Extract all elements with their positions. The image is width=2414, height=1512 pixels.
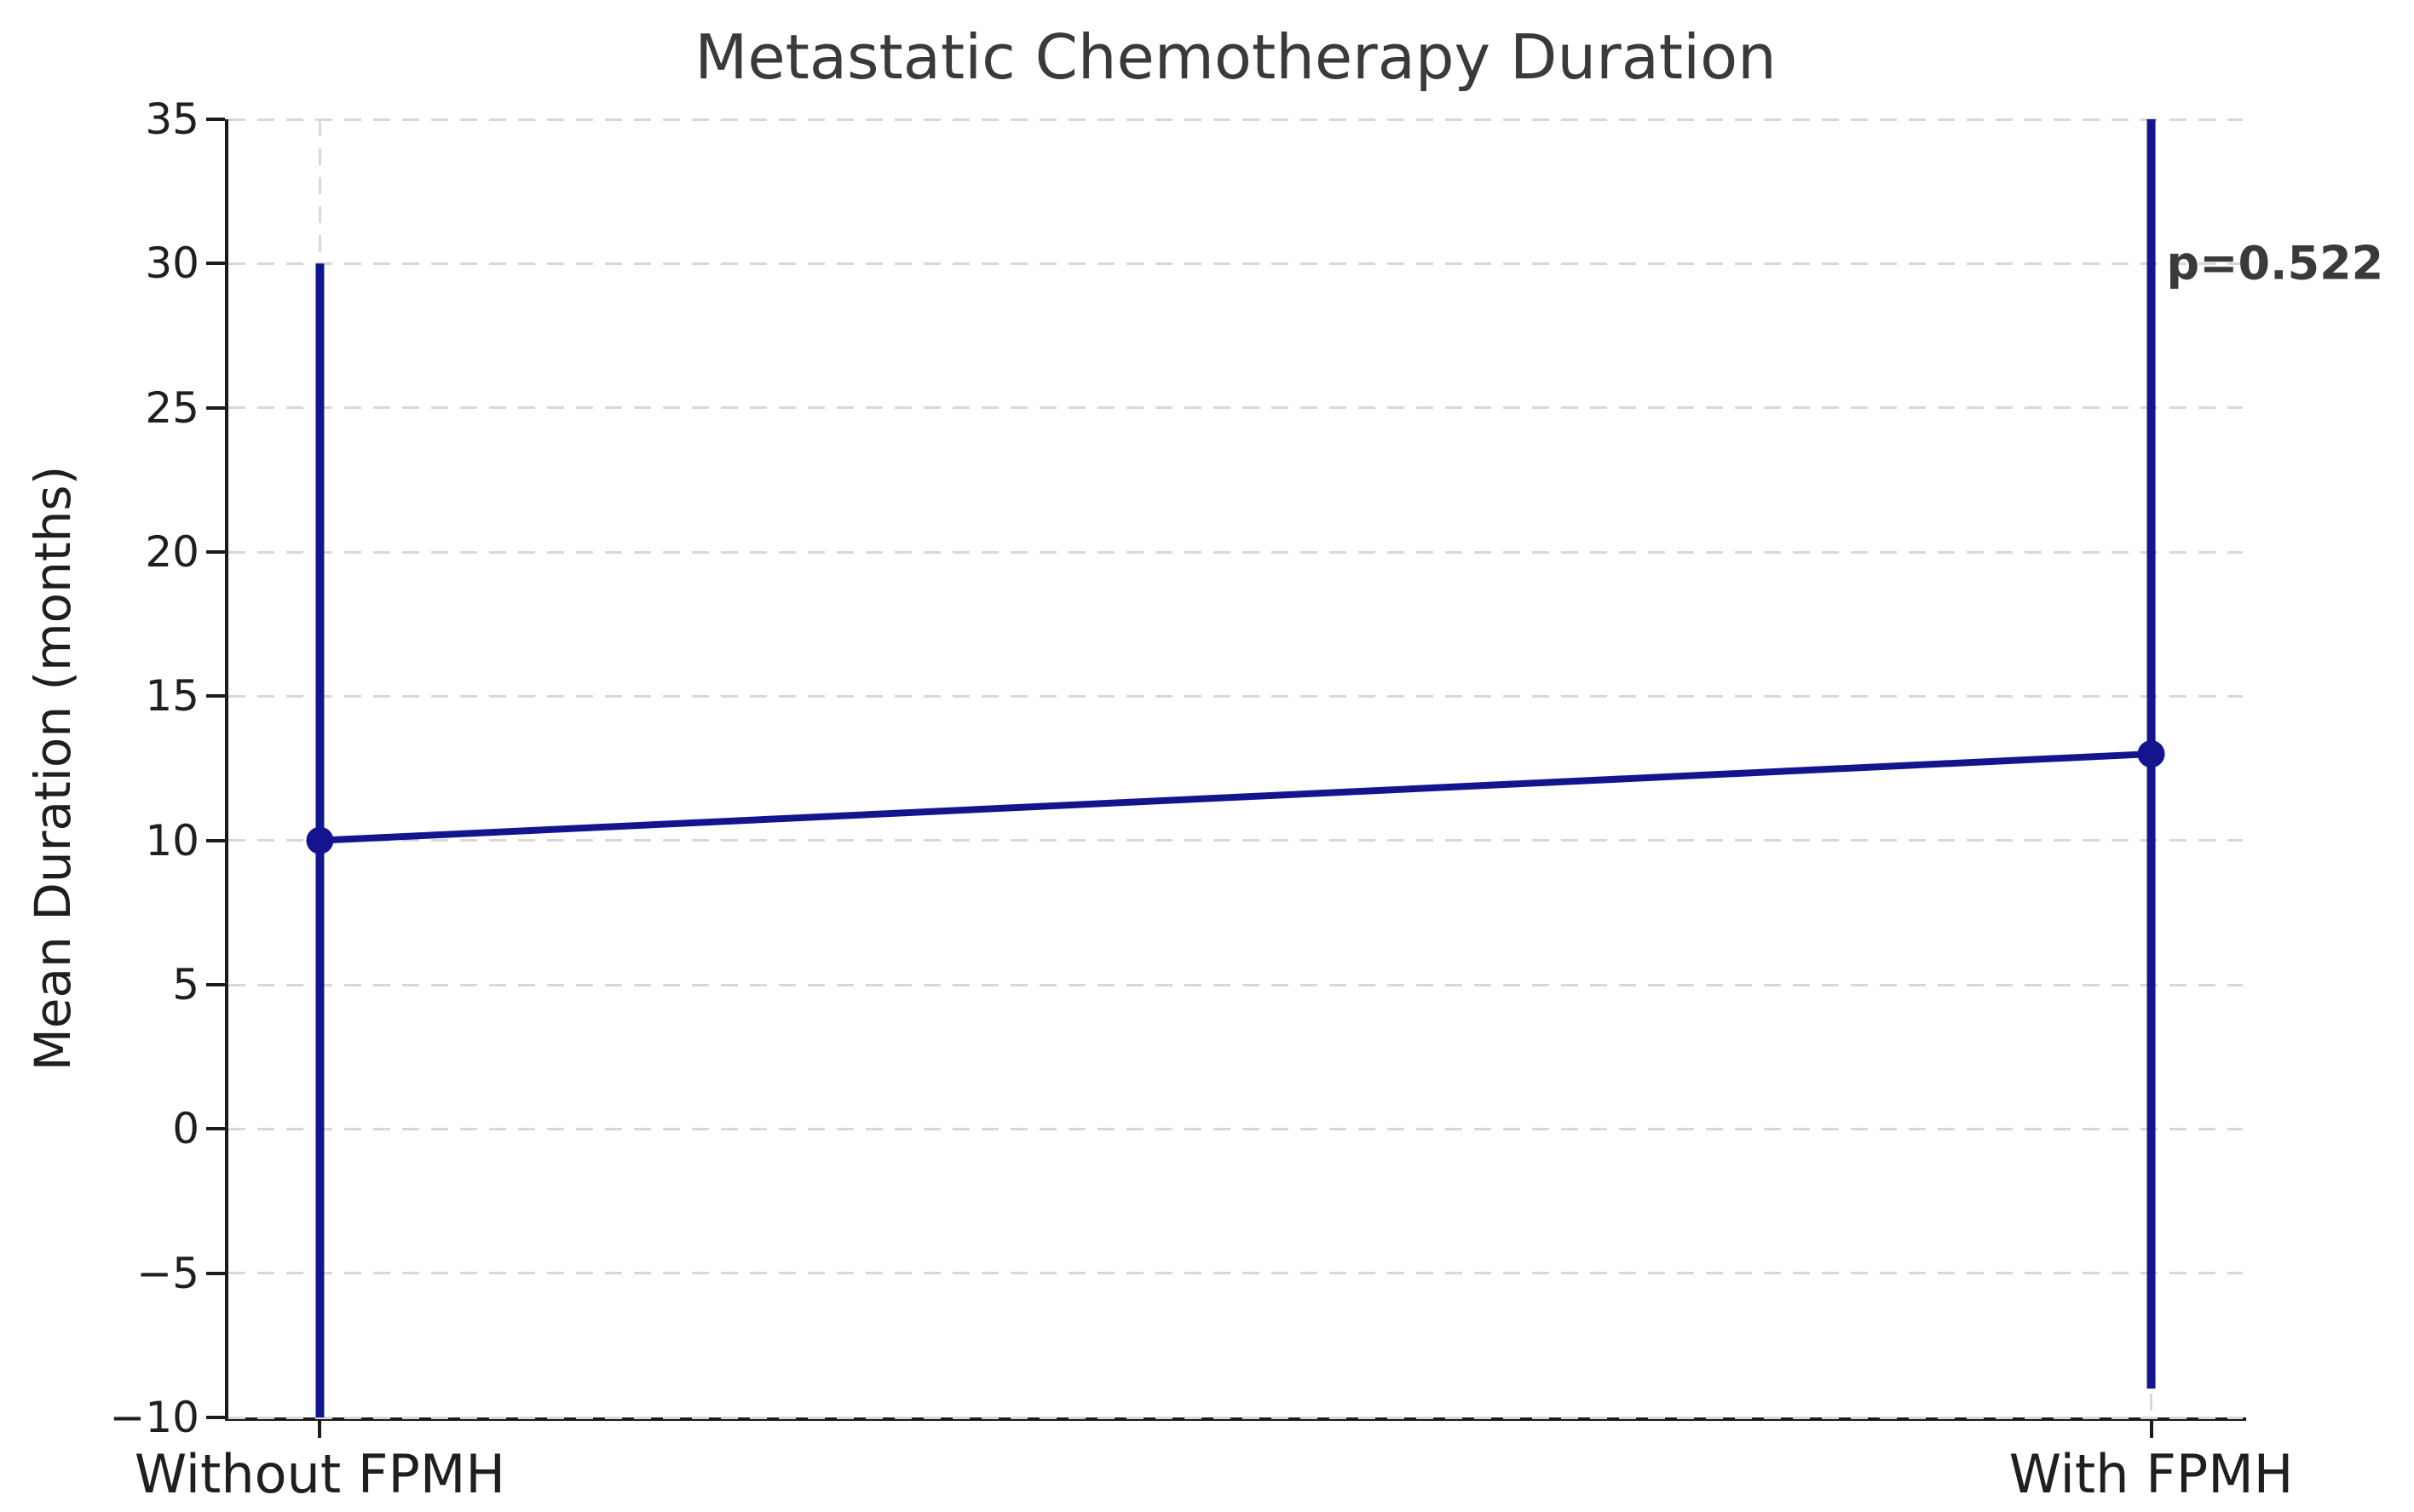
y-tick <box>206 838 225 842</box>
x-tick <box>2149 1421 2153 1438</box>
y-tick <box>206 694 225 699</box>
y-tick-label: 5 <box>172 960 199 1009</box>
y-gridline <box>228 406 2243 410</box>
chart-title: Metastatic Chemotherapy Duration <box>694 21 1777 93</box>
x-tick-label: Without FPMH <box>134 1443 506 1505</box>
data-line <box>320 750 2152 844</box>
y-tick-label: 15 <box>145 671 199 722</box>
y-tick-label: 20 <box>145 527 199 577</box>
y-tick <box>206 1271 225 1275</box>
data-point <box>2137 740 2165 768</box>
y-gridline <box>228 262 2243 265</box>
y-tick-label: 10 <box>145 815 199 865</box>
y-tick-label: −5 <box>136 1248 199 1298</box>
p-value-annotation: p=0.522 <box>2166 236 2384 290</box>
y-gridline <box>228 1127 2243 1130</box>
y-tick <box>206 118 225 121</box>
y-tick <box>206 1416 225 1419</box>
y-tick <box>206 1127 225 1131</box>
y-tick <box>206 550 225 554</box>
y-tick-label: 0 <box>172 1104 199 1154</box>
x-tick-label: With FPMH <box>2008 1443 2294 1505</box>
y-tick <box>206 262 225 266</box>
y-tick-label: 25 <box>145 382 199 433</box>
x-tick <box>318 1421 322 1438</box>
y-tick-label: −10 <box>109 1393 199 1442</box>
y-gridline <box>228 694 2243 698</box>
y-gridline <box>228 983 2243 986</box>
x-axis-spine <box>225 1417 2246 1421</box>
y-tick-label: 35 <box>145 95 199 144</box>
y-gridline <box>228 550 2243 554</box>
y-tick-label: 30 <box>145 239 199 289</box>
plot-area: −10 −5 0 5 10 15 20 25 30 35 Without FPMH With FPMH… <box>109 95 2383 1505</box>
y-axis-spine <box>225 119 228 1421</box>
y-gridline <box>228 1416 2243 1419</box>
y-gridline <box>228 118 2243 121</box>
y-gridline <box>228 1272 2243 1275</box>
y-tick <box>206 983 225 986</box>
data-point <box>306 826 334 854</box>
y-gridline <box>228 839 2243 842</box>
data-layer <box>306 119 2165 1417</box>
y-tick <box>206 405 225 410</box>
